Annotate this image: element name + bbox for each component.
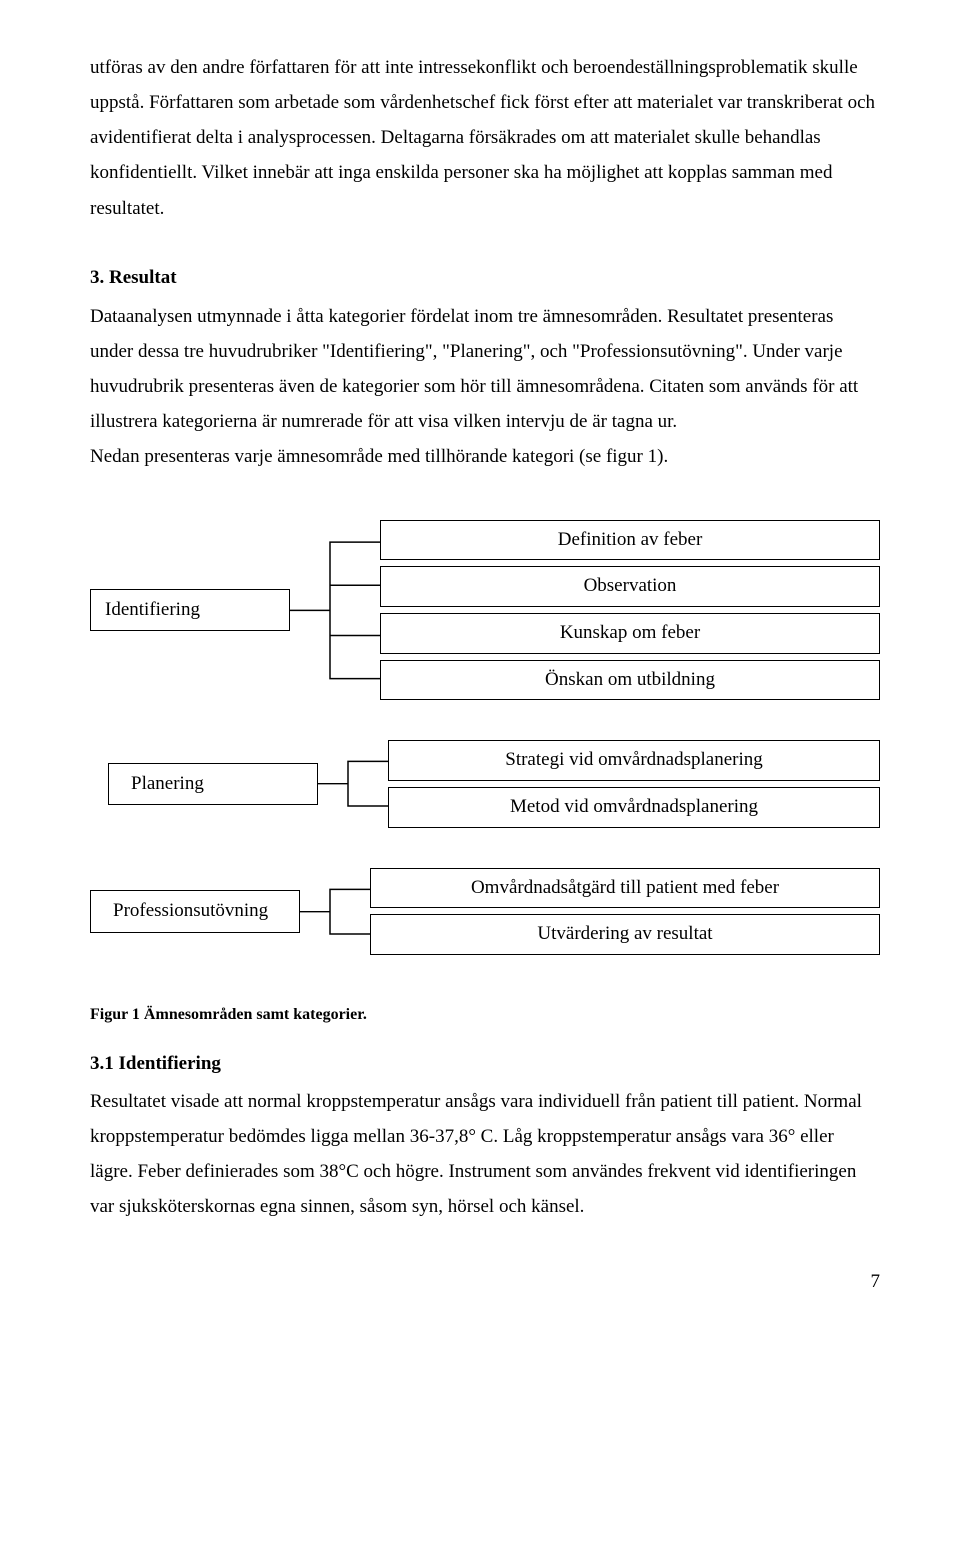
diagram-right-box: Definition av feber (380, 520, 880, 561)
section-heading-resultat: 3. Resultat (90, 260, 880, 295)
figure-caption: Figur 1 Ämnesområden samt kategorier. (90, 1000, 880, 1030)
diagram-right-box: Kunskap om feber (380, 613, 880, 654)
diagram-group-identifiering: Identifiering Definition av feber Observ… (90, 520, 880, 701)
subsection-heading-identifiering: 3.1 Identifiering (90, 1046, 880, 1081)
diagram-right-box: Strategi vid omvårdnadsplanering (388, 740, 880, 781)
diagram-group-planering: Planering Strategi vid omvårdnadsplaneri… (108, 740, 880, 827)
page-number: 7 (90, 1264, 880, 1299)
diagram-left-box: Planering (108, 763, 318, 806)
diagram-connector (318, 740, 388, 827)
diagram-group-professionsutovning: Professionsutövning Omvårdnadsåtgärd til… (90, 868, 880, 955)
diagram-container: Identifiering Definition av feber Observ… (90, 520, 880, 956)
diagram-right-box: Utvärdering av resultat (370, 914, 880, 955)
diagram-left-box: Identifiering (90, 589, 290, 632)
diagram-right-box: Observation (380, 566, 880, 607)
resultat-paragraph-2: Nedan presenteras varje ämnesområde med … (90, 439, 880, 474)
diagram-left-box: Professionsutövning (90, 890, 300, 933)
diagram-right-box: Metod vid omvårdnadsplanering (388, 787, 880, 828)
diagram-right-box: Önskan om utbildning (380, 660, 880, 701)
intro-paragraph: utföras av den andre författaren för att… (90, 50, 880, 226)
diagram-right-box: Omvårdnadsåtgärd till patient med feber (370, 868, 880, 909)
diagram-connector (290, 520, 380, 701)
diagram-connector (300, 868, 370, 955)
resultat-paragraph-1: Dataanalysen utmynnade i åtta kategorier… (90, 299, 880, 440)
identifiering-paragraph: Resultatet visade att normal kroppstempe… (90, 1084, 880, 1225)
